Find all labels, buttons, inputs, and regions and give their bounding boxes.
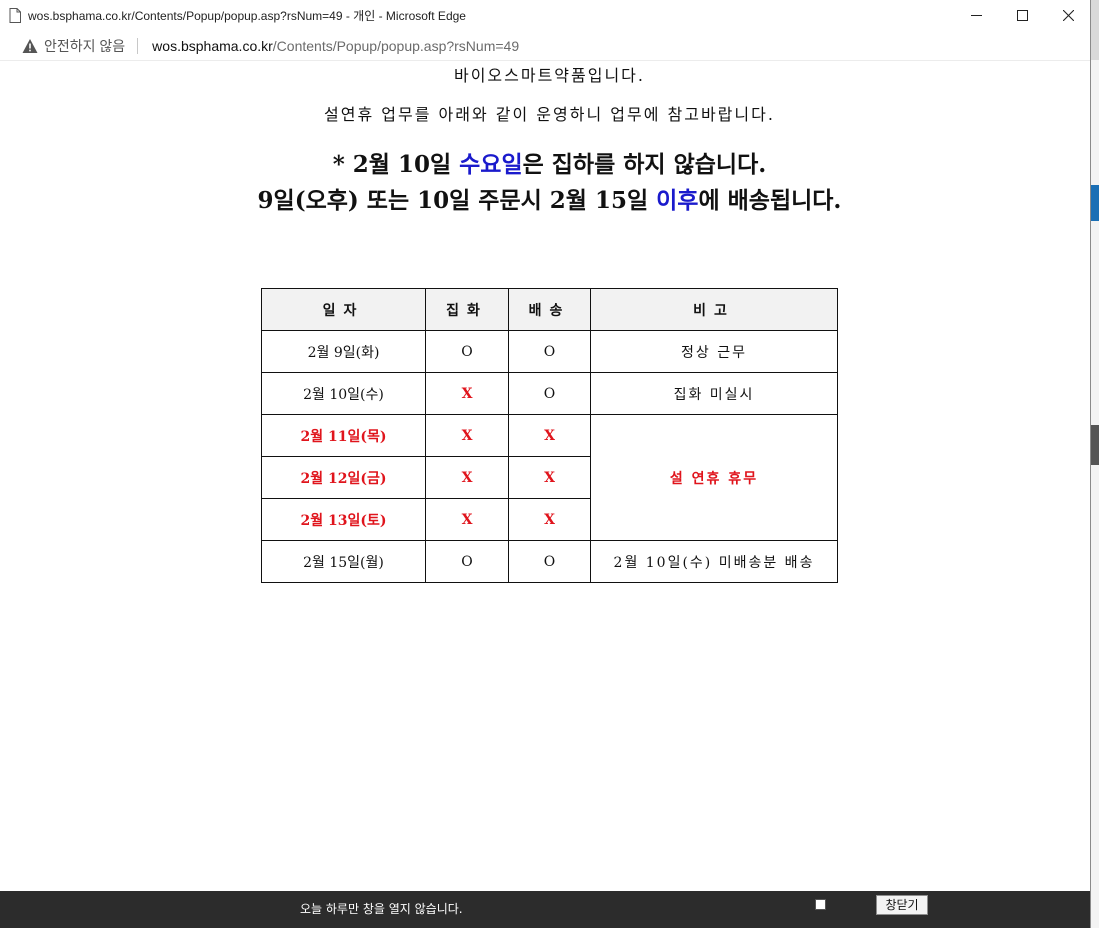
header-delivery: 배송 — [508, 288, 591, 331]
table-row: 2월 13일(토) X X — [261, 498, 838, 541]
header-note: 비고 — [590, 288, 838, 331]
maximize-button[interactable] — [999, 0, 1045, 31]
intro-line: 설연휴 업무를 아래와 같이 운영하니 업무에 참고바랍니다. — [324, 105, 775, 124]
headline-1-prefix: * 2월 10일 — [332, 151, 460, 178]
dismiss-today-label[interactable]: 오늘 하루만 창을 열지 않습니다. — [300, 902, 463, 916]
headline-1-suffix: 은 집하를 하지 않습니다. — [522, 151, 767, 178]
cell-delivery: O — [508, 540, 591, 583]
cell-date: 2월 11일(목) — [261, 414, 426, 457]
cell-date: 2월 10일(수) — [261, 372, 426, 415]
dismiss-today-checkbox[interactable] — [815, 899, 826, 910]
page-icon — [9, 8, 21, 23]
cell-delivery: X — [508, 414, 591, 457]
cell-note-holiday: 설 연휴 휴무 — [590, 414, 838, 541]
window-title: wos.bsphama.co.kr/Contents/Popup/popup.a… — [28, 9, 466, 23]
table-row: 2월 15일(월) O O 2월 10일(수) 미배송분 배송 — [261, 540, 838, 583]
divider — [137, 37, 139, 54]
address-bar[interactable]: 안전하지 않음 wos.bsphama.co.kr/Contents/Popup… — [0, 31, 1090, 61]
url-host: wos.bsphama.co.kr — [152, 37, 273, 54]
close-popup-button[interactable]: 창닫기 — [876, 895, 928, 915]
greeting-line: 바이오스마트약품입니다. — [453, 66, 645, 85]
background-app-block — [1091, 425, 1099, 465]
close-window-button[interactable] — [1045, 0, 1090, 31]
cell-pickup: X — [425, 414, 509, 457]
cell-date: 2월 15일(월) — [261, 540, 426, 583]
cell-pickup: X — [425, 456, 509, 499]
table-row: 2월 12일(금) X X — [261, 456, 838, 499]
table-header-row: 일자 집화 배송 비고 — [261, 288, 838, 331]
headline-1: * 2월 10일 수요일은 집하를 하지 않습니다. — [8, 145, 1090, 179]
cell-note: 집화 미실시 — [590, 372, 838, 415]
schedule-table: 일자 집화 배송 비고 2월 9일(화) O O 정상 근무 2월 10일(수)… — [261, 288, 838, 583]
headline-2-highlight: 이후 — [656, 187, 699, 214]
cell-date: 2월 12일(금) — [261, 456, 426, 499]
headline-2-prefix: 9일(오후) 또는 10일 주문시 2월 15일 — [257, 187, 657, 214]
header-pickup: 집화 — [425, 288, 509, 331]
url-path: /Contents/Popup/popup.asp?rsNum=49 — [272, 37, 520, 54]
cell-delivery: O — [508, 372, 591, 415]
warning-icon[interactable] — [22, 38, 38, 54]
popup-footer: 오늘 하루만 창을 열지 않습니다. 창닫기 — [0, 891, 1090, 928]
cell-delivery: O — [508, 330, 591, 373]
headline-2-suffix: 에 배송됩니다. — [698, 187, 842, 214]
url-text[interactable]: wos.bsphama.co.kr/Contents/Popup/popup.a… — [152, 38, 519, 54]
cell-date: 2월 13일(토) — [261, 498, 426, 541]
minimize-icon — [970, 15, 982, 16]
security-status[interactable]: 안전하지 않음 — [44, 37, 126, 54]
table-row: 2월 9일(화) O O 정상 근무 — [261, 330, 838, 373]
table-row: 2월 10일(수) X O 집화 미실시 — [261, 372, 838, 415]
header-date: 일자 — [261, 288, 426, 331]
cell-delivery: X — [508, 498, 591, 541]
headline-2: 9일(오후) 또는 10일 주문시 2월 15일 이후에 배송됩니다. — [8, 181, 1090, 215]
background-app-tab — [1091, 185, 1099, 221]
headline-1-highlight: 수요일 — [459, 151, 523, 178]
cell-pickup: O — [425, 540, 509, 583]
background-app — [1091, 60, 1099, 928]
popup-content: 바이오스마트약품입니다. 설연휴 업무를 아래와 같이 운영하니 업무에 참고바… — [8, 61, 1090, 891]
cell-note: 정상 근무 — [590, 330, 838, 373]
cell-note: 2월 10일(수) 미배송분 배송 — [590, 540, 838, 583]
cell-date: 2월 9일(화) — [261, 330, 426, 373]
cell-pickup: O — [425, 330, 509, 373]
cell-pickup: X — [425, 372, 509, 415]
title-bar: wos.bsphama.co.kr/Contents/Popup/popup.a… — [0, 0, 1090, 31]
table-row: 2월 11일(목) X X 설 연휴 휴무 — [261, 414, 838, 541]
cell-pickup: X — [425, 498, 509, 541]
cell-delivery: X — [508, 456, 591, 499]
close-icon — [1062, 10, 1074, 21]
minimize-button[interactable] — [953, 0, 999, 31]
maximize-icon — [1016, 10, 1028, 21]
